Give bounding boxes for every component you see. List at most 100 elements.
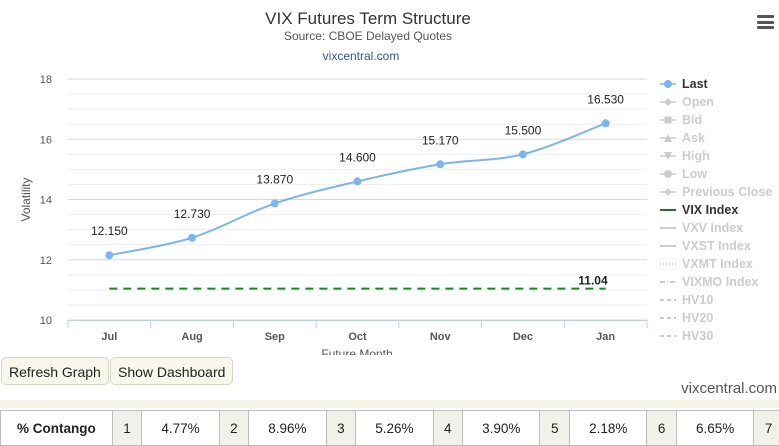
legend-symbol-icon <box>660 150 676 162</box>
y-tick-label: 16 <box>40 134 52 146</box>
legend-item[interactable]: Low <box>660 165 778 183</box>
contango-index: 2 <box>219 411 249 446</box>
y-axis-title: Volatility <box>19 177 33 221</box>
contango-value: 5.26% <box>356 411 433 446</box>
vix-index-label: 11.04 <box>578 274 608 288</box>
contango-value: 2.18% <box>570 411 647 446</box>
last-data-label: 12.150 <box>91 224 128 238</box>
legend-item[interactable]: VXST Index <box>660 237 778 255</box>
legend-symbol-icon <box>660 78 676 90</box>
legend-label: HV30 <box>682 329 713 343</box>
legend-symbol-icon <box>660 132 676 144</box>
x-tick-label: Sep <box>265 331 285 343</box>
last-series-point <box>354 177 362 185</box>
last-series-point <box>602 119 610 127</box>
contango-value: 4.77% <box>142 411 219 446</box>
legend-item[interactable]: Open <box>660 93 778 111</box>
x-tick-label: Aug <box>181 331 202 343</box>
legend-item[interactable]: HV10 <box>660 291 778 309</box>
legend-item[interactable]: Bid <box>660 111 778 129</box>
contango-index: 1 <box>112 411 142 446</box>
x-tick-label: Jul <box>101 331 117 343</box>
x-tick-label: Oct <box>348 331 367 343</box>
legend-symbol-icon <box>660 114 676 126</box>
chart-legend: Last Open Bid Ask High Low Previous Close VIX I… <box>660 75 778 345</box>
legend-item[interactable]: VXMT Index <box>660 255 778 273</box>
legend-label: Last <box>682 77 708 91</box>
legend-label: High <box>682 149 710 163</box>
legend-symbol-icon <box>660 186 676 198</box>
y-tick-label: 10 <box>40 315 52 327</box>
legend-label: HV10 <box>682 293 713 307</box>
legend-item[interactable]: Last <box>660 75 778 93</box>
y-tick-label: 14 <box>40 195 52 207</box>
legend-symbol-icon <box>660 276 676 288</box>
y-tick-label: 12 <box>40 255 52 267</box>
last-series-point <box>188 234 196 242</box>
legend-item[interactable]: Previous Close <box>660 183 778 201</box>
chart-subtitle: Source: CBOE Delayed Quotes <box>284 29 452 43</box>
legend-label: VXST Index <box>682 239 751 253</box>
contango-value: 3.90% <box>463 411 540 446</box>
legend-item[interactable]: VIXMO Index <box>660 273 778 291</box>
last-series-point <box>105 251 113 259</box>
y-tick-label: 18 <box>40 74 52 86</box>
x-tick-label: Jan <box>596 331 615 343</box>
watermark-text: vixcentral.com <box>681 380 777 397</box>
legend-symbol-icon <box>660 294 676 306</box>
x-tick-label: Dec <box>513 331 533 343</box>
legend-symbol-icon <box>660 222 676 234</box>
legend-label: VXV Index <box>682 221 743 235</box>
last-series-point <box>271 199 279 207</box>
legend-label: VXMT Index <box>682 257 753 271</box>
chart-title: VIX Futures Term Structure <box>265 9 471 28</box>
x-tick-label: Nov <box>430 331 452 343</box>
legend-symbol-icon <box>660 240 676 252</box>
legend-item[interactable]: HV20 <box>660 309 778 327</box>
legend-symbol-icon <box>660 330 676 342</box>
last-data-label: 15.500 <box>505 123 542 137</box>
contango-label: % Contango <box>1 411 113 446</box>
last-data-label: 15.170 <box>422 133 459 147</box>
x-axis-title: Future Month <box>321 347 392 355</box>
last-series-point <box>436 160 444 168</box>
divider <box>0 400 779 408</box>
legend-label: Open <box>682 95 714 109</box>
last-series-point <box>519 150 527 158</box>
contango-index: 4 <box>433 411 463 446</box>
legend-symbol-icon <box>660 96 676 108</box>
contango-index: 6 <box>647 411 677 446</box>
legend-label: VIXMO Index <box>682 275 758 289</box>
legend-label: HV20 <box>682 311 713 325</box>
last-series-line <box>109 123 605 255</box>
legend-label: Low <box>682 167 707 181</box>
chart-credit: vixcentral.com <box>323 49 400 63</box>
last-data-label: 16.530 <box>587 92 624 106</box>
last-data-label: 12.730 <box>174 207 211 221</box>
legend-label: Ask <box>682 131 705 145</box>
legend-item[interactable]: VIX Index <box>660 201 778 219</box>
refresh-graph-button[interactable]: Refresh Graph <box>1 357 109 385</box>
menu-icon[interactable] <box>757 15 774 31</box>
last-data-label: 14.600 <box>339 150 376 164</box>
legend-item[interactable]: HV30 <box>660 327 778 345</box>
legend-symbol-icon <box>660 258 676 270</box>
legend-item[interactable]: Ask <box>660 129 778 147</box>
last-data-label: 13.870 <box>256 172 293 186</box>
legend-symbol-icon <box>660 204 676 216</box>
contango-value: 8.96% <box>249 411 326 446</box>
legend-symbol-icon <box>660 312 676 324</box>
legend-label: Previous Close <box>682 185 772 199</box>
contango-index: 7 <box>754 411 779 446</box>
legend-item[interactable]: VXV Index <box>660 219 778 237</box>
show-dashboard-button[interactable]: Show Dashboard <box>110 357 233 385</box>
legend-label: VIX Index <box>682 203 738 217</box>
contango-index: 3 <box>326 411 356 446</box>
contango-value: 6.65% <box>676 411 753 446</box>
legend-symbol-icon <box>660 168 676 180</box>
legend-item[interactable]: High <box>660 147 778 165</box>
legend-label: Bid <box>682 113 702 127</box>
